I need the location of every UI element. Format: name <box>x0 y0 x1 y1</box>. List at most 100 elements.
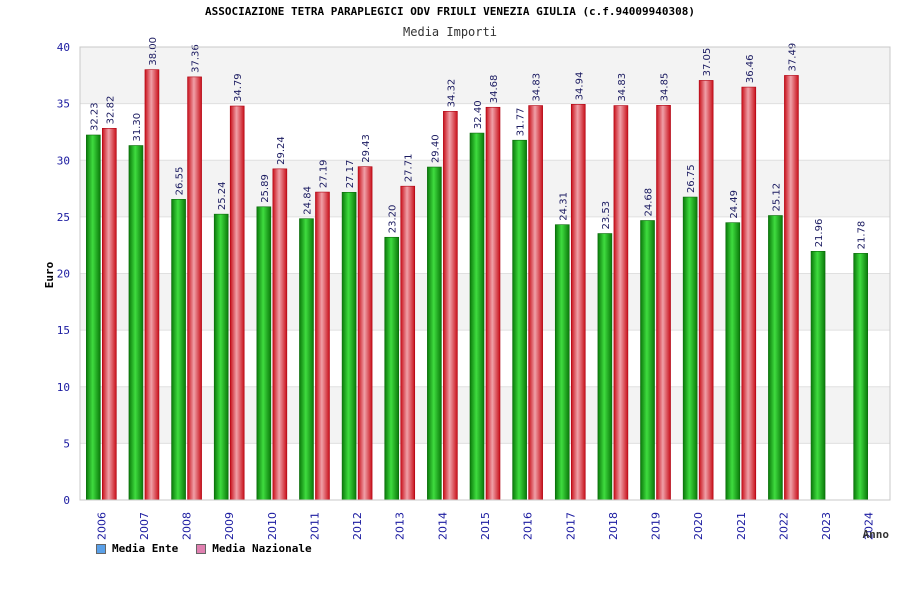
x-tick-label: 2012 <box>351 512 364 540</box>
data-label: 29.40 <box>430 134 441 163</box>
x-tick-label: 2010 <box>266 512 279 540</box>
x-tick-label: 2017 <box>564 512 577 540</box>
x-tick-label: 2011 <box>308 512 321 540</box>
data-label: 24.31 <box>558 192 569 221</box>
bar-media-ente <box>725 222 741 501</box>
x-tick-label: 2008 <box>181 512 194 540</box>
bar-media-nazionale <box>741 86 757 501</box>
bar-media-nazionale <box>784 75 799 501</box>
bar-media-ente <box>512 139 527 501</box>
chart-subtitle: Media Importi <box>403 25 497 39</box>
data-label: 31.30 <box>132 113 143 142</box>
bar-media-nazionale <box>229 105 245 501</box>
legend-label-media-ente: Media Ente <box>112 542 179 555</box>
data-label: 34.85 <box>660 73 671 102</box>
data-label: 29.43 <box>361 134 372 163</box>
bar-media-ente <box>597 233 613 501</box>
bar-media-ente <box>810 251 826 501</box>
x-tick-label: 2021 <box>735 512 748 540</box>
bar-media-ente <box>469 132 485 501</box>
x-tick-label: 2009 <box>223 512 236 540</box>
legend-item-media-ente: Media Ente <box>96 542 178 555</box>
y-tick-label: 5 <box>63 437 70 450</box>
bar-media-ente <box>86 134 101 501</box>
x-tick-label: 2022 <box>777 512 790 540</box>
y-tick-label: 25 <box>57 211 70 224</box>
y-tick-label: 40 <box>57 41 70 54</box>
data-label: 26.55 <box>175 167 186 196</box>
data-label: 25.24 <box>217 182 228 211</box>
x-tick-label: 2020 <box>692 512 705 540</box>
bar-media-ente <box>768 215 783 501</box>
y-tick-label: 15 <box>57 324 70 337</box>
data-label: 36.46 <box>745 54 756 83</box>
data-label: 21.78 <box>857 221 868 250</box>
data-label: 27.17 <box>345 160 356 189</box>
data-label: 29.24 <box>276 136 287 165</box>
data-label: 37.05 <box>702 48 713 77</box>
data-label: 25.12 <box>771 183 782 212</box>
data-label: 38.00 <box>148 37 159 66</box>
y-tick-label: 30 <box>57 154 70 167</box>
x-tick-label: 2007 <box>138 512 151 540</box>
data-label: 32.23 <box>89 102 100 131</box>
data-label: 37.49 <box>787 43 798 72</box>
bar-media-ente <box>554 224 570 501</box>
bar-media-nazionale <box>272 168 288 501</box>
bar-media-nazionale <box>315 191 330 501</box>
y-tick-label: 0 <box>63 494 70 507</box>
data-label: 25.89 <box>260 174 271 203</box>
data-label: 23.20 <box>388 205 399 234</box>
y-tick-label: 35 <box>57 98 70 111</box>
data-label: 27.19 <box>318 159 329 188</box>
data-label: 32.82 <box>105 96 116 125</box>
bar-media-ente <box>256 206 272 501</box>
data-label: 31.77 <box>516 108 527 137</box>
data-label: 24.84 <box>302 186 313 215</box>
bar-media-nazionale <box>187 76 202 501</box>
bar-media-nazionale <box>570 104 586 501</box>
x-tick-label: 2014 <box>436 512 449 540</box>
legend-item-media-nazionale: Media Nazionale <box>196 542 312 555</box>
bar-media-ente <box>427 166 442 501</box>
data-label: 24.49 <box>729 190 740 219</box>
bar-media-nazionale <box>102 128 117 501</box>
bar-media-ente <box>853 253 868 501</box>
x-tick-label: 2013 <box>394 512 407 540</box>
chart-title: ASSOCIAZIONE TETRA PARAPLEGICI ODV FRIUL… <box>204 5 696 18</box>
legend: Media Ente Media Nazionale <box>96 542 312 555</box>
y-axis-label: Euro <box>43 261 56 288</box>
bar-media-nazionale <box>485 106 501 501</box>
bar-media-ente <box>640 220 655 501</box>
bar-media-ente <box>682 196 698 501</box>
data-label: 34.83 <box>617 73 628 102</box>
legend-swatch-media-ente <box>96 543 106 554</box>
bar-media-nazionale <box>698 80 714 501</box>
bar-media-ente <box>384 236 400 501</box>
data-label: 21.96 <box>814 219 825 248</box>
bar-media-ente <box>341 191 357 501</box>
bar-media-nazionale <box>443 111 458 501</box>
data-label: 27.71 <box>404 154 415 183</box>
plot-frame <box>79 46 891 501</box>
data-label: 26.75 <box>686 164 697 193</box>
bar-media-nazionale <box>357 166 373 501</box>
bar-media-nazionale <box>656 105 671 501</box>
x-tick-label: 2023 <box>820 512 833 540</box>
x-tick-label: 2019 <box>650 512 663 540</box>
data-label: 34.32 <box>446 79 457 108</box>
data-label: 34.68 <box>489 75 500 104</box>
bar-media-ente <box>128 145 144 501</box>
x-tick-label: 2024 <box>863 512 876 540</box>
bar-media-ente <box>213 213 229 501</box>
y-tick-label: 10 <box>57 381 70 394</box>
bar-media-nazionale <box>400 185 416 501</box>
bar-media-ente <box>299 218 314 501</box>
y-tick-label: 20 <box>57 268 70 281</box>
x-tick-label: 2006 <box>95 512 108 540</box>
bar-media-nazionale <box>528 105 543 501</box>
x-tick-label: 2015 <box>479 512 492 540</box>
x-tick-label: 2018 <box>607 512 620 540</box>
data-label: 34.79 <box>233 73 244 102</box>
data-label: 34.94 <box>574 72 585 101</box>
